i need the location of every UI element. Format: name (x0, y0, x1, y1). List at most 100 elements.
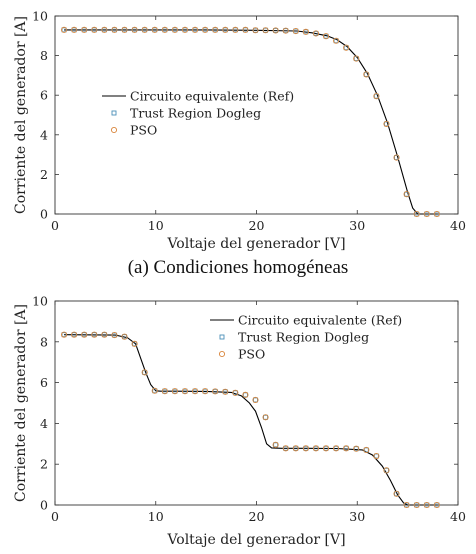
data-point-circle (171, 26, 178, 33)
data-point-square (263, 27, 269, 33)
data-point-square (162, 27, 168, 33)
data-point-square (353, 56, 359, 62)
data-point-square (313, 445, 319, 451)
data-point-square (202, 27, 208, 33)
data-point-square (101, 27, 107, 33)
data-point-circle (222, 388, 229, 395)
x-tick-label: 10 (148, 218, 164, 233)
data-point-circle (141, 26, 148, 33)
data-point-square (434, 211, 440, 217)
data-point-circle (61, 331, 68, 338)
x-axis-label: Voltaje del generador [V] (166, 236, 345, 252)
data-point-square (71, 332, 77, 338)
data-point-circle (413, 501, 420, 509)
y-tick-label: 2 (40, 457, 48, 472)
data-point-square (303, 29, 309, 35)
data-point-circle (322, 445, 330, 452)
data-point-square (343, 445, 349, 451)
legend-circle-swatch (218, 350, 226, 358)
data-point-square (414, 502, 420, 508)
data-point-square (182, 27, 188, 33)
data-point-square (111, 27, 117, 33)
data-point-square (182, 388, 188, 394)
data-point-square (91, 332, 97, 338)
data-point-circle (121, 333, 128, 340)
data-point-square (132, 27, 138, 33)
data-point-circle (312, 445, 319, 452)
data-point-square (81, 27, 87, 33)
data-point-circle (292, 27, 299, 35)
data-point-circle (111, 332, 118, 339)
data-point-square (303, 445, 309, 451)
data-point-square (343, 45, 349, 51)
data-point-circle (121, 26, 128, 33)
data-point-square (101, 332, 107, 338)
data-point-square (81, 332, 87, 338)
x-tick-label: 30 (349, 509, 365, 524)
data-point-circle (312, 30, 319, 37)
data-point-square (232, 27, 238, 33)
legend-label: Circuito equivalente (Ref) (238, 313, 402, 328)
data-point-circle (222, 26, 229, 33)
x-tick-label: 30 (349, 218, 365, 233)
data-point-circle (383, 467, 390, 474)
data-point-square (242, 392, 248, 398)
data-point-circle (91, 26, 98, 33)
data-point-circle (161, 388, 168, 395)
data-point-square (323, 33, 329, 39)
x-tick-label: 20 (249, 218, 265, 233)
x-tick-label: 0 (51, 509, 59, 524)
data-point-square (283, 445, 289, 451)
data-point-circle (413, 210, 420, 218)
data-point-square (313, 30, 319, 36)
legend-circle-swatch (110, 126, 118, 134)
data-point-square (434, 502, 440, 508)
y-tick-label: 0 (40, 498, 48, 513)
data-point-circle (111, 26, 118, 33)
data-point-circle (353, 55, 360, 62)
y-axis-label: Corriente del generador [A] (13, 16, 29, 214)
y-tick-label: 2 (40, 167, 48, 182)
chart-caption: (a) Condiciones homogéneas (127, 257, 349, 278)
data-point-square (152, 388, 158, 394)
y-tick-label: 6 (40, 375, 48, 390)
data-point-square (414, 211, 420, 217)
data-point-square (333, 38, 339, 44)
legend-square-swatch (219, 334, 225, 340)
data-point-circle (403, 191, 410, 198)
data-point-circle (333, 37, 340, 44)
data-point-square (373, 453, 379, 459)
data-point-circle (343, 445, 350, 452)
data-point-square (222, 389, 228, 395)
data-point-circle (71, 26, 78, 33)
data-point-square (384, 121, 389, 127)
data-point-square (122, 334, 127, 340)
data-point-square (242, 27, 248, 33)
data-point-circle (292, 445, 299, 452)
y-tick-label: 6 (40, 88, 48, 103)
data-point-square (293, 28, 299, 34)
x-tick-label: 40 (450, 218, 466, 233)
y-axis-label: Corriente del generador [A] (13, 304, 29, 502)
data-point-circle (232, 389, 239, 396)
x-tick-label: 20 (249, 509, 265, 524)
data-point-square (253, 397, 258, 403)
data-point-circle (141, 369, 148, 376)
data-point-square (253, 27, 258, 33)
data-point-circle (363, 446, 370, 453)
legend-label: Trust Region Dogleg (130, 106, 261, 121)
data-point-circle (151, 387, 158, 394)
data-point-circle (282, 445, 289, 452)
data-point-square (333, 445, 339, 451)
data-point-circle (131, 340, 138, 347)
data-point-square (122, 27, 127, 33)
data-point-circle (212, 26, 219, 33)
data-point-circle (131, 26, 138, 33)
data-point-circle (171, 388, 178, 395)
data-point-circle (262, 27, 269, 34)
data-point-circle (71, 331, 78, 338)
data-point-square (61, 332, 67, 338)
data-point-circle (302, 28, 309, 35)
